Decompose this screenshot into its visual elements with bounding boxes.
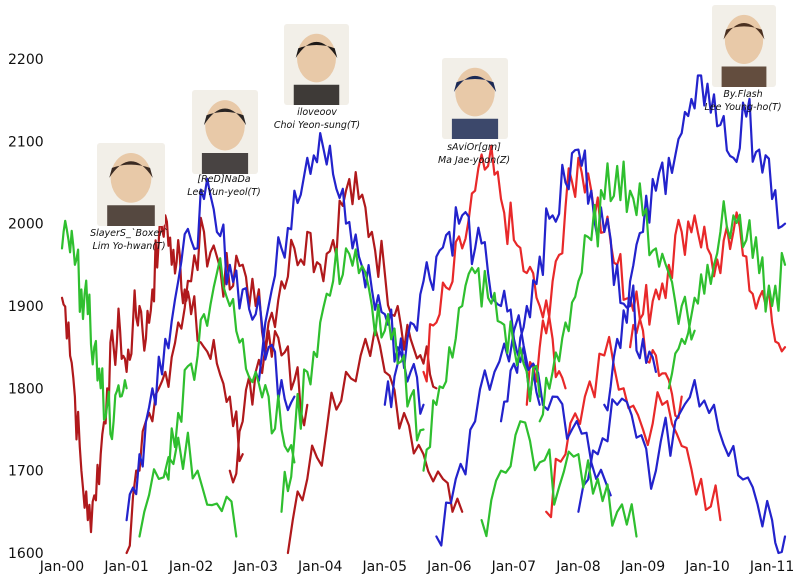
y-tick-label: 2000 <box>8 217 44 233</box>
player-hair <box>723 23 765 40</box>
player-hair <box>295 41 338 59</box>
player-name: Ma Jae-yoon(Z) <box>438 155 510 166</box>
series-line-14 <box>435 314 612 547</box>
x-tick-label: Jan-05 <box>362 559 407 575</box>
x-tick-label: Jan-08 <box>555 559 600 575</box>
player-face <box>205 100 245 151</box>
player-handle: sAviOr[gm] <box>447 142 501 153</box>
series-line-13 <box>577 379 787 555</box>
series-line-6 <box>545 335 722 522</box>
player-handle: SlayerS_`Boxer` <box>90 228 168 239</box>
player-face <box>455 67 495 117</box>
x-axis: Jan-00 Jan-01 Jan-02 Jan-03 Jan-04 Jan-05 Jan-… <box>39 559 795 575</box>
player-handle: [ReD]NaDa <box>197 174 250 185</box>
player-name: Lim Yo-hwan(T) <box>92 241 165 252</box>
x-tick-label: Jan-02 <box>168 559 213 575</box>
player-face <box>724 14 764 65</box>
player-hair <box>453 75 497 93</box>
player-shoulders <box>451 118 499 139</box>
series-line-11 <box>499 148 657 423</box>
series-line-20 <box>667 200 787 390</box>
player-face <box>297 33 336 83</box>
y-tick-label: 1700 <box>8 464 44 480</box>
player-handle: By.Flash <box>723 89 762 100</box>
x-tick-label: Jan-06 <box>426 559 472 575</box>
x-tick-label: Jan-01 <box>103 559 148 575</box>
player-hair <box>109 161 153 178</box>
series-line-12 <box>603 74 787 412</box>
x-tick-label: Jan-10 <box>684 559 729 575</box>
player-shoulders <box>293 84 340 105</box>
annotation-savior: sAviOr[gm] Ma Jae-yoon(Z) <box>438 58 510 166</box>
x-tick-label: Jan-00 <box>39 559 84 575</box>
series-line-0 <box>60 210 244 534</box>
series-line-8 <box>125 177 296 522</box>
y-tick-label: 1900 <box>8 299 44 315</box>
series-line-18 <box>422 266 541 472</box>
player-name: Lee Yun-yeol(T) <box>187 187 261 198</box>
y-tick-label: 2200 <box>8 52 44 68</box>
series-line-3 <box>422 144 567 390</box>
x-tick-label: Jan-09 <box>620 559 665 575</box>
y-tick-label: 1600 <box>8 546 44 562</box>
x-tick-label: Jan-07 <box>491 559 536 575</box>
y-axis: 1600 1700 1800 1900 2000 2100 2200 <box>8 52 44 562</box>
series-line-16 <box>164 257 296 481</box>
plot-lines <box>60 74 787 555</box>
series-line-5 <box>629 211 787 353</box>
player-annotations: SlayerS_`Boxer` Lim Yo-hwan(T) [ReD]NaDa Le… <box>90 5 782 252</box>
x-tick-label: Jan-03 <box>232 559 277 575</box>
player-face <box>110 152 152 203</box>
series-line-21 <box>138 431 238 538</box>
series-line-22 <box>480 420 638 538</box>
series-line-7 <box>286 326 464 555</box>
series-line-9 <box>254 132 425 415</box>
y-tick-label: 2100 <box>8 134 44 150</box>
annotation-flash: By.Flash Lee Young-ho(T) <box>704 5 782 113</box>
series-line-17 <box>280 247 425 513</box>
annotation-nada: [ReD]NaDa Lee Yun-yeol(T) <box>187 90 261 198</box>
x-tick-label: Jan-04 <box>297 559 343 575</box>
y-tick-label: 1800 <box>8 381 44 397</box>
series-line-19 <box>538 160 696 423</box>
player-shoulders <box>107 205 155 226</box>
player-shoulders <box>721 66 767 87</box>
annotation-slayers-boxer: SlayerS_`Boxer` Lim Yo-hwan(T) <box>90 143 168 252</box>
annotation-iloveoov: iloveoov Choi Yeon-sung(T) <box>274 24 360 131</box>
player-name: Choi Yeon-sung(T) <box>274 120 360 131</box>
player-name: Lee Young-ho(T) <box>704 102 781 113</box>
player-shoulders <box>201 153 249 174</box>
series-line-15 <box>60 219 128 441</box>
x-tick-label: Jan-11 <box>749 559 794 575</box>
player-hair <box>203 108 247 126</box>
player-handle: iloveoov <box>297 107 337 118</box>
